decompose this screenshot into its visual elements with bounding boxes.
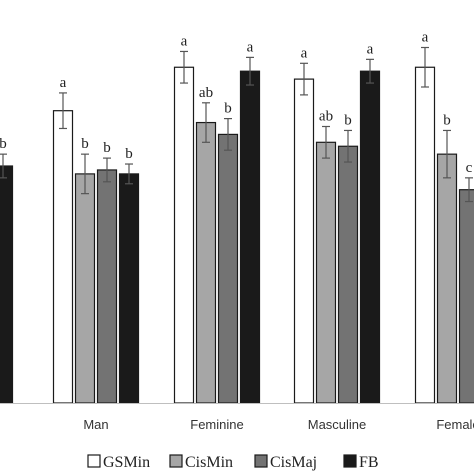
- significance-label-gsmin-4: a: [422, 30, 429, 46]
- significance-label-gsmin-2: a: [181, 33, 188, 49]
- error-bar-cismin-2: [202, 102, 210, 143]
- error-bar-fb-2: [246, 56, 254, 86]
- bar-cismaj-2: [217, 133, 239, 404]
- bar-gsmin-2: [173, 66, 195, 404]
- legend-label-cismin: CisMin: [185, 454, 233, 471]
- category-label-masculine: Masculine: [308, 417, 367, 432]
- error-bar-fb-1: [125, 163, 133, 185]
- error-bar-cismin-4: [443, 129, 451, 179]
- significance-label-gsmin-3: a: [301, 45, 308, 61]
- bar-gsmin-3: [293, 78, 315, 404]
- bar-cismaj-3: [337, 145, 359, 404]
- error-bar-cismaj-2: [224, 117, 232, 151]
- bar-cismin-1: [74, 173, 96, 404]
- bar-fb-0: [0, 165, 14, 404]
- bar-fb-3: [359, 70, 381, 404]
- legend-swatch-cismaj: [254, 454, 268, 468]
- legend-swatch-fb: [343, 454, 357, 468]
- significance-label-cismaj-4: c: [466, 160, 473, 176]
- legend-label-gsmin: GSMin: [103, 454, 150, 471]
- significance-label-cismin-1: b: [81, 136, 89, 152]
- error-bar-cismaj-1: [103, 157, 111, 183]
- significance-label-fb-0: b: [0, 136, 7, 152]
- error-bar-cismin-3: [322, 125, 330, 159]
- category-label-man: Man: [83, 417, 108, 432]
- bar-fb-1: [118, 173, 140, 404]
- significance-label-gsmin-1: a: [60, 75, 67, 91]
- bar-gsmin-4: [414, 66, 436, 404]
- error-bar-gsmin-2: [180, 50, 188, 84]
- error-bar-fb-0: [0, 153, 7, 179]
- bar-fb-2: [239, 70, 261, 404]
- bar-cismaj-1: [96, 169, 118, 404]
- error-bar-gsmin-4: [421, 46, 429, 88]
- significance-label-fb-2: a: [247, 39, 254, 55]
- bar-cismin-4: [436, 153, 458, 404]
- bar-gsmin-1: [52, 110, 74, 404]
- error-bar-gsmin-1: [59, 92, 67, 130]
- bar-cismin-2: [195, 121, 217, 404]
- significance-label-cismin-3: ab: [319, 109, 333, 125]
- significance-label-fb-1: b: [125, 146, 133, 162]
- significance-label-cismaj-3: b: [344, 112, 352, 128]
- significance-label-fb-3: a: [367, 41, 374, 57]
- legend: GSMin CisMin CisMaj FB: [87, 454, 379, 471]
- error-bar-cismaj-3: [344, 129, 352, 163]
- error-bar-fb-3: [366, 58, 374, 84]
- significance-label-cismin-2: ab: [199, 85, 213, 101]
- legend-swatch-cismin: [169, 454, 183, 468]
- significance-label-cismaj-1: b: [103, 140, 111, 156]
- significance-label-cismaj-2: b: [224, 101, 232, 117]
- category-labels: Man Feminine Masculine Female: [83, 417, 474, 432]
- error-bar-gsmin-3: [300, 62, 308, 96]
- bar-cismaj-4: [458, 189, 474, 404]
- category-label-feminine: Feminine: [190, 417, 243, 432]
- legend-swatch-gsmin: [87, 454, 101, 468]
- legend-label-cismaj: CisMaj: [270, 454, 317, 471]
- significance-label-cismin-4: b: [443, 112, 451, 128]
- category-label-female: Female: [436, 417, 474, 432]
- error-bar-cismaj-4: [465, 177, 473, 203]
- error-bar-cismin-1: [81, 153, 89, 195]
- bar-cismin-3: [315, 141, 337, 404]
- legend-label-fb: FB: [359, 454, 379, 471]
